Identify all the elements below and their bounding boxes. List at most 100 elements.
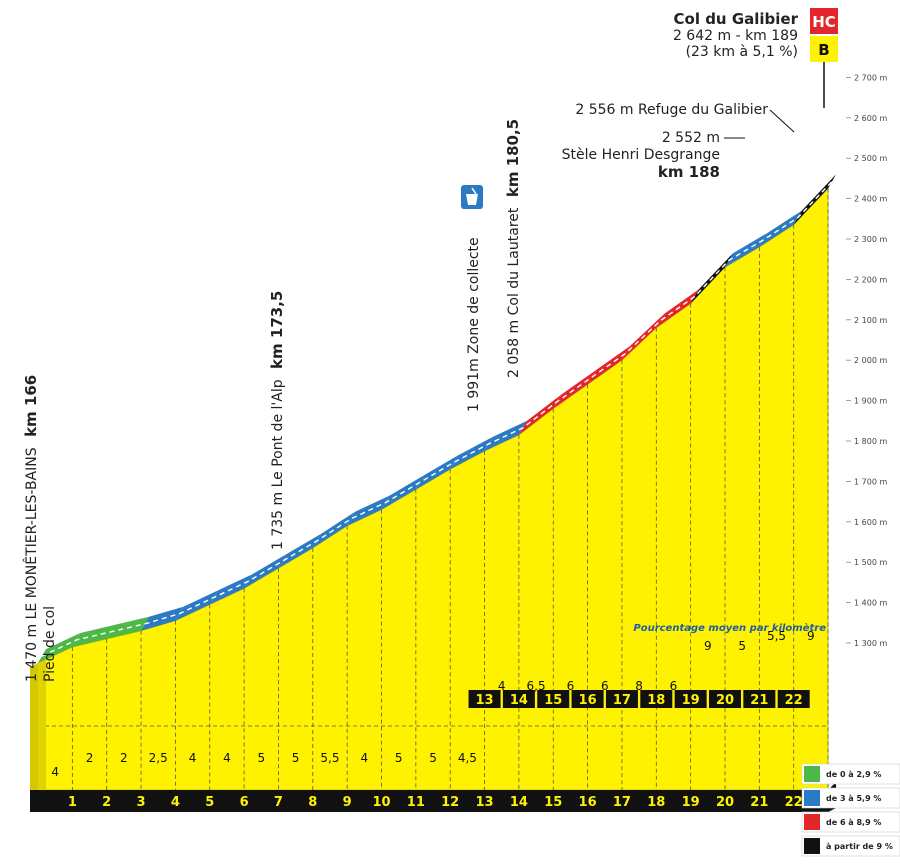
legend-label: à partir de 9 % (826, 842, 893, 851)
refuge-pointer (769, 109, 795, 133)
km-percent-label: 6,5 (527, 679, 546, 693)
hc-badge-bg (810, 8, 838, 34)
refuge-annotation: 2 556 m Refuge du Galibier (575, 102, 795, 133)
y-tick-label: 2 700 m (854, 73, 887, 82)
monetier-annotation: 1 470 m LE MONÊTIER-LES-BAINS km 166 (22, 375, 40, 682)
legend-item (801, 763, 900, 785)
lautaret-label: 2 058 m Col du Lautaret (506, 207, 522, 378)
legend-label: de 6 à 8,9 % (826, 818, 881, 827)
km-label: 9 (343, 795, 352, 810)
percent-labels: 42 2 2,5 4 4 5 5 5,5 4 5 5 4,54 6,5 6 6 8 69 55,5 9 (51, 629, 814, 779)
legend-swatch (804, 814, 820, 830)
y-tick-label: 2 000 m (854, 356, 887, 365)
summit-name: Col du Galibier (674, 10, 799, 28)
profile-segment (347, 495, 390, 526)
profile-segment (244, 554, 287, 589)
km-label: 3 (137, 795, 146, 810)
collecte-annotation: 1 991m Zone de collecte (461, 185, 483, 412)
y-tick-label: 2 400 m (854, 195, 887, 204)
y-tick-label: 2 200 m (854, 275, 887, 284)
legend-item (801, 811, 900, 833)
km-label: 6 (240, 795, 249, 810)
km-upper-label: 17 (613, 693, 631, 708)
profile-segment (553, 370, 596, 409)
km-upper-band (605, 690, 638, 708)
stele-km: km 188 (658, 163, 720, 181)
lautaret-annotation: 2 058 m Col du Lautaret km 180,5 (504, 119, 522, 378)
km-upper-label: 14 (510, 693, 528, 708)
pied-annotation: Pied de col (42, 606, 58, 682)
km-upper-label: 15 (544, 693, 562, 708)
svg-text:1 735 m Le Pont de l'Alp: 1 735 m Le Pont de l'Alp km 173,5 (268, 291, 286, 550)
km-label: 7 (274, 795, 283, 810)
km-upper-band (537, 690, 570, 708)
km-upper-band (709, 690, 741, 708)
km-label: 13 (476, 795, 494, 810)
km-upper-band (571, 690, 604, 708)
km-percent-label: 5 (395, 751, 403, 765)
stele-altitude: 2 552 m (662, 130, 720, 146)
y-tick-label: 2 600 m (854, 114, 887, 123)
km-percent-label: 4 (51, 765, 59, 779)
km-upper-band (674, 690, 707, 708)
km-base-strip (30, 782, 837, 812)
bonus-badge: B (818, 41, 829, 59)
km-label: 15 (544, 795, 562, 810)
km-percent-label: 6 (670, 679, 678, 693)
bonus-badge-bg (810, 36, 838, 62)
km-upper-label: 18 (647, 693, 665, 708)
km-upper-label: 16 (579, 693, 597, 708)
profile-segment (793, 174, 837, 225)
km-label: 2 (102, 795, 111, 810)
avg-percent-caption: Pourcentage moyen par kilomètre (633, 622, 826, 634)
km-label: 11 (407, 795, 425, 810)
legend-item (801, 787, 900, 809)
top-layer (38, 174, 837, 664)
km-percent-label: 6 (567, 679, 575, 693)
km-upper-label: 20 (716, 693, 734, 708)
km-label: 8 (308, 795, 317, 810)
km-upper-band (777, 690, 810, 708)
y-tick-label: 1 300 m (854, 639, 887, 648)
pont-km: km 173,5 (268, 291, 286, 369)
y-tick-label: 2 100 m (854, 316, 887, 325)
km-upper-band (640, 690, 673, 708)
svg-text:1 470 m LE MONÊTIER-LES-BAINS: 1 470 m LE MONÊTIER-LES-BAINS km 166 (22, 375, 40, 682)
profile-left-edge (30, 663, 38, 790)
y-tick-label: 1 900 m (854, 397, 887, 406)
km-label: 19 (682, 795, 700, 810)
pied-label: Pied de col (42, 606, 58, 682)
y-tick-label: 1 400 m (854, 599, 887, 608)
km-percent-label: 2,5 (149, 751, 168, 765)
y-axis-ticks: 1 300 m 1 400 m 1 500 m 1 600 m 1 700 m 1 800… (846, 73, 887, 648)
profile-segment (759, 210, 802, 247)
refuge-label: 2 556 m Refuge du Galibier (575, 102, 768, 118)
y-tick-label: 2 500 m (854, 154, 887, 163)
legend-item (801, 835, 900, 857)
km-percent-label: 5 (292, 751, 300, 765)
legend-swatch (804, 838, 820, 854)
km-percent-label: 4,5 (458, 751, 477, 765)
km-label: 14 (510, 795, 528, 810)
km-percent-label: 4 (498, 679, 506, 693)
km-label: 12 (441, 795, 459, 810)
km-label: 16 (579, 795, 597, 810)
legend-swatch (804, 790, 820, 806)
km-label: 20 (716, 795, 734, 810)
legend-label: de 0 à 2,9 % (826, 770, 881, 779)
km-label: 5 (205, 795, 214, 810)
km-percent-label: 2 (86, 751, 94, 765)
profile-segment (312, 511, 356, 548)
summit-line1: 2 642 m - km 189 (673, 28, 798, 44)
y-tick-label: 2 300 m (854, 235, 887, 244)
km-percent-label: 5 (429, 751, 437, 765)
road-centerline (41, 180, 833, 657)
km-percent-label: 5 (738, 639, 746, 653)
lautaret-km: km 180,5 (504, 119, 522, 197)
km-percent-label: 9 (704, 639, 712, 653)
summit-line2: (23 km à 5,1 %) (686, 44, 798, 60)
profile-segment (415, 455, 459, 490)
legend-swatch (804, 766, 820, 782)
km-upper-label: 13 (476, 693, 494, 708)
